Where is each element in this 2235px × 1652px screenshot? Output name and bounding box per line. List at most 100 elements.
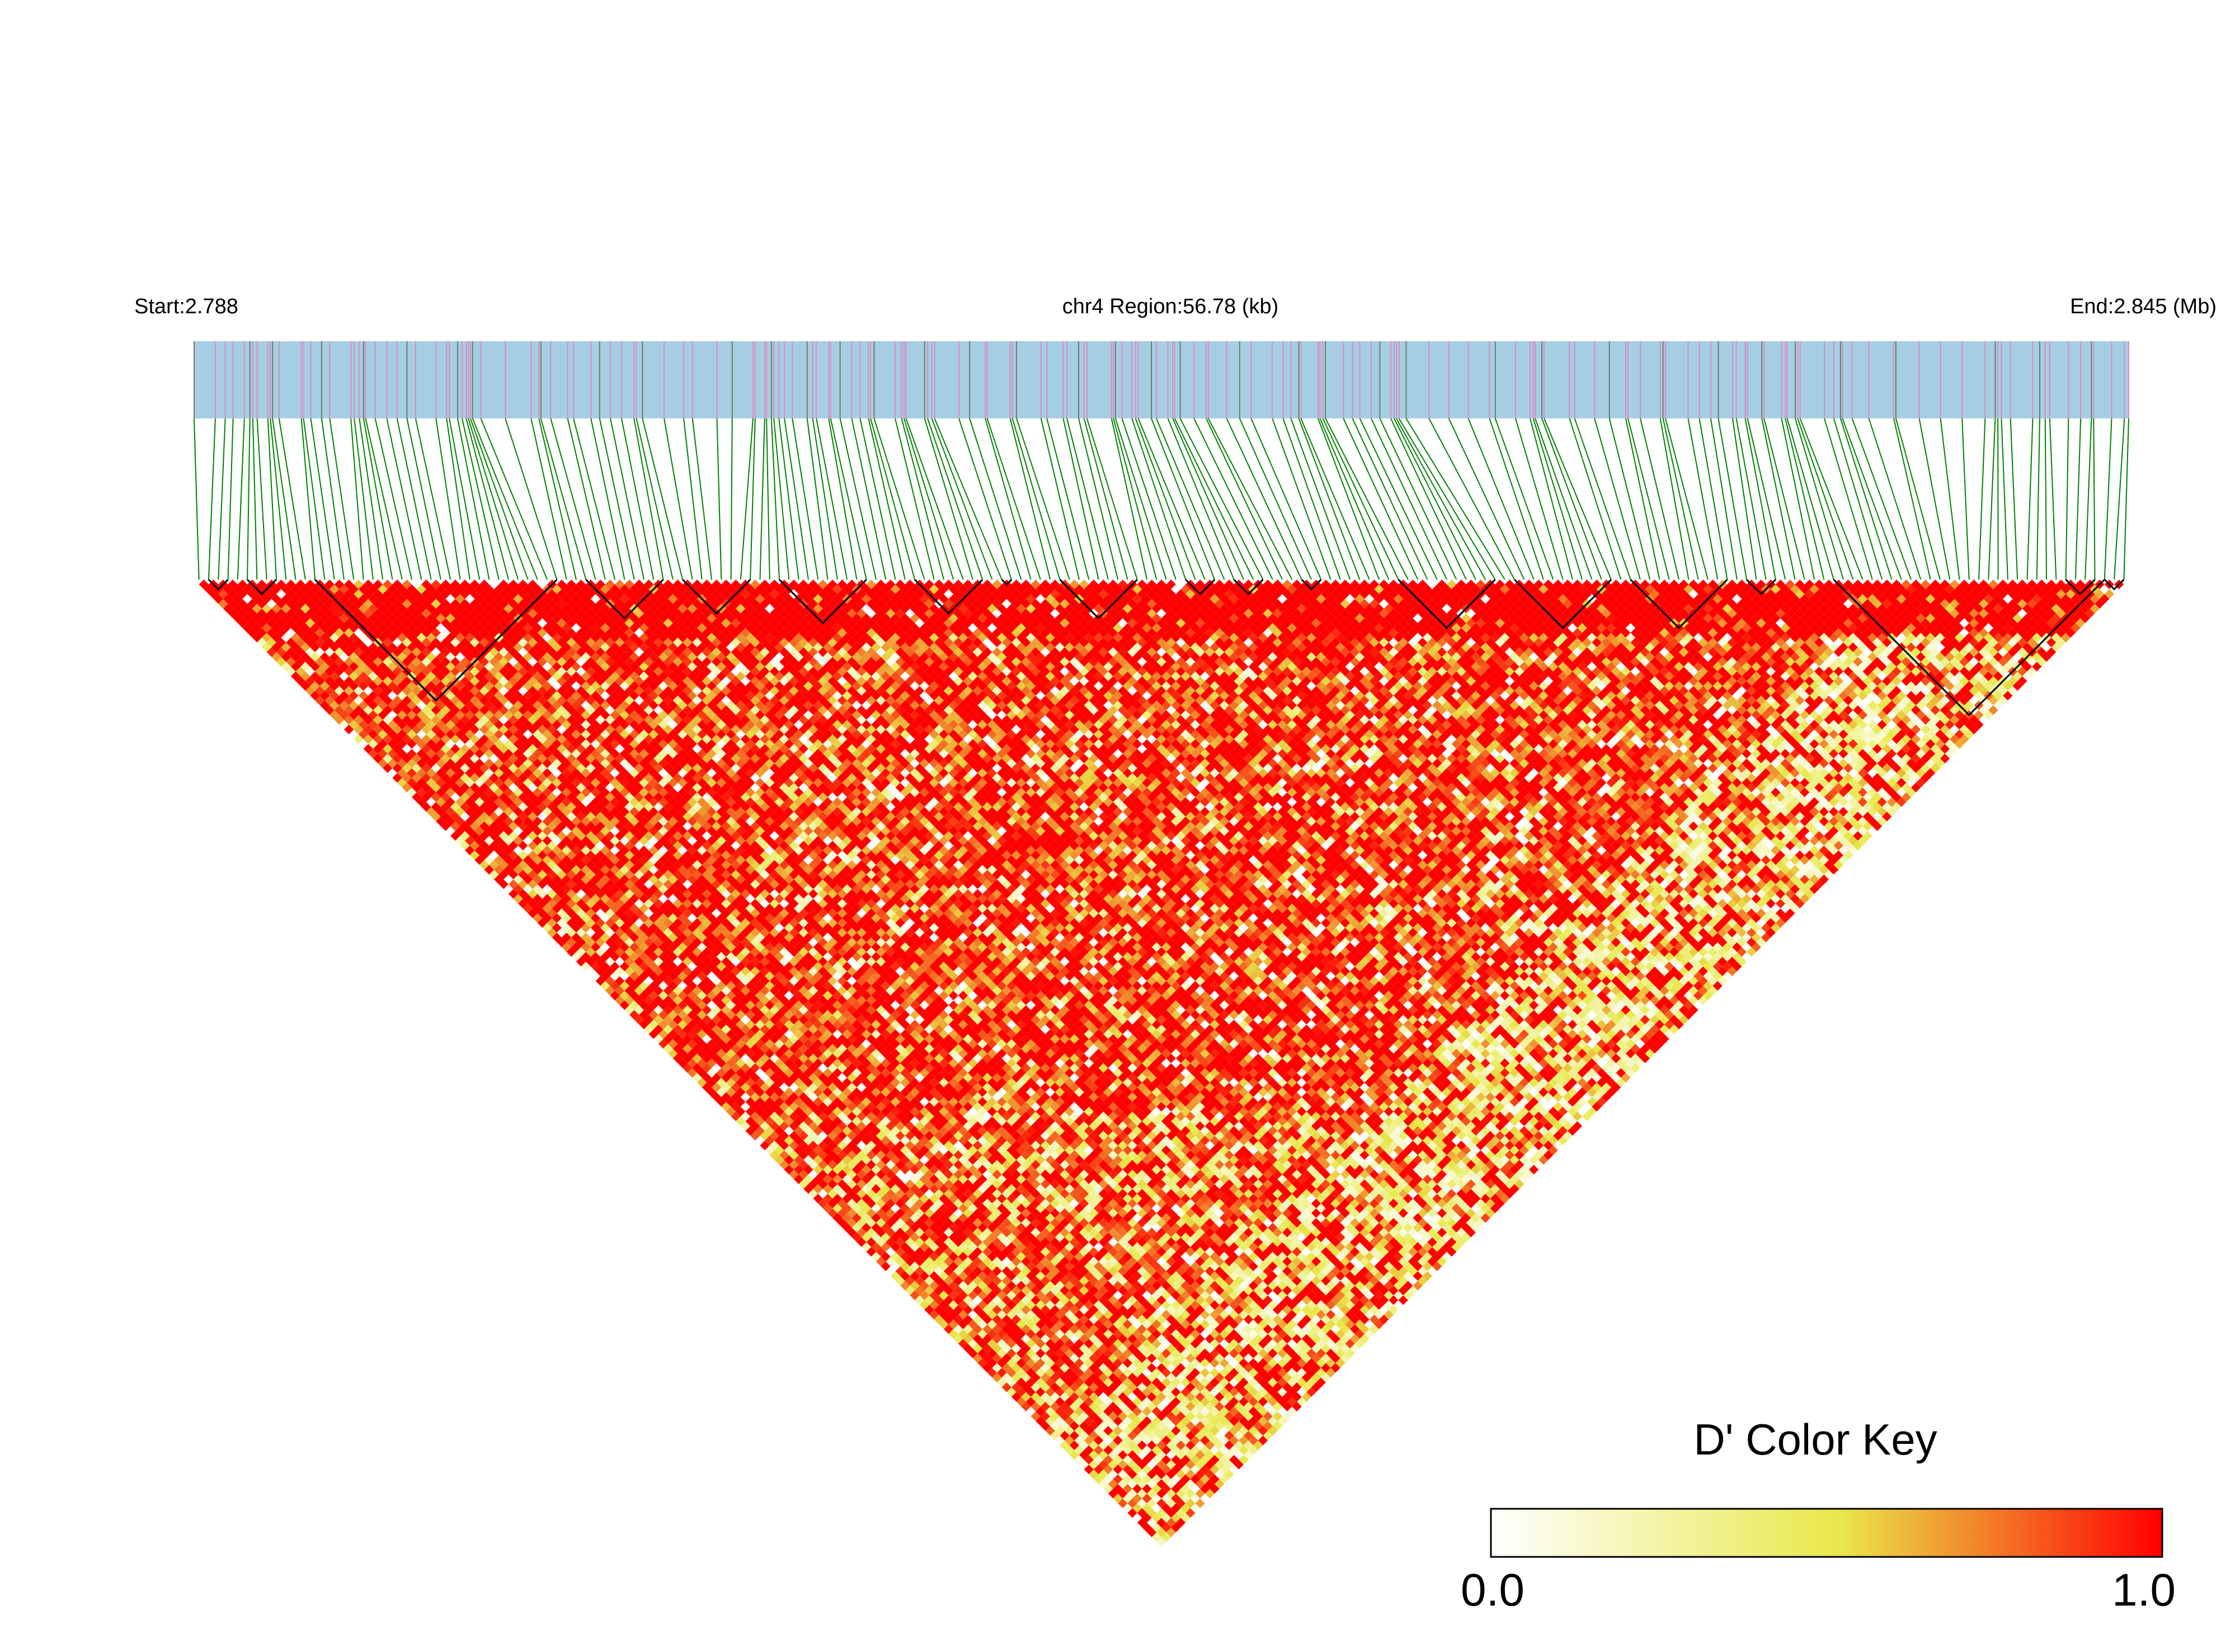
snp-connector [621, 418, 655, 580]
region-start-label: Start:2.788 [134, 295, 238, 318]
ld-cell [204, 584, 214, 594]
track-background [194, 341, 2129, 418]
snp-connector [449, 418, 481, 580]
snp-connector [2065, 418, 2069, 580]
snp-connector [1151, 418, 1216, 580]
ld-cell [344, 715, 354, 725]
snp-connector [1272, 418, 1331, 580]
snp-connector [1405, 418, 1505, 580]
snp-connector [472, 418, 538, 580]
ld-cell [1079, 1460, 1089, 1470]
snp-connector [321, 418, 345, 580]
snp-connector [590, 418, 625, 580]
snp-connector [1179, 418, 1264, 580]
snp-connector [310, 418, 335, 580]
ld-cell [929, 1310, 939, 1320]
snp-connector [1797, 418, 1854, 580]
snp-connector [1121, 418, 1177, 580]
ld-cell [866, 1237, 876, 1248]
snp-connector [839, 418, 877, 580]
snp-connector [1541, 418, 1602, 580]
snp-connector [633, 418, 664, 580]
snp-connector [636, 418, 674, 580]
snp-connector [759, 418, 765, 580]
snp-connector [1343, 418, 1419, 580]
snp-connector [2085, 418, 2092, 580]
snp-connector [740, 418, 754, 580]
snp-connector [1687, 418, 1719, 580]
ld-cell [1108, 1489, 1118, 1499]
snp-connector [218, 418, 226, 580]
snp-connector [1940, 418, 1960, 580]
ld-cell [895, 1266, 905, 1276]
ld-cell [407, 787, 417, 798]
ld-cell [479, 860, 490, 870]
snp-connector [1011, 418, 1061, 580]
snp-connector [691, 418, 713, 580]
snp-connector [465, 418, 509, 580]
snp-connector [1359, 418, 1438, 580]
snp-connector [1015, 418, 1070, 580]
ld-cell [1079, 1450, 1089, 1460]
ld-cell [330, 710, 340, 720]
snp-connector [1868, 418, 1922, 580]
ld-cell [257, 637, 267, 648]
ld-cell [358, 729, 369, 740]
ld-cell [242, 613, 252, 623]
snp-connector [1207, 418, 1293, 580]
ld-cell [344, 724, 354, 735]
snp-connector [870, 418, 916, 580]
snp-position-track [194, 341, 2129, 418]
snp-connector [1763, 418, 1805, 580]
snp-connector [1282, 418, 1341, 580]
snp-connector [1040, 418, 1080, 580]
ld-cell [987, 1358, 997, 1368]
snp-connector [1489, 418, 1544, 580]
ld-cell [837, 1218, 848, 1228]
snp-connector [1842, 418, 1902, 580]
snp-connector [350, 418, 364, 580]
snp-connector [1156, 418, 1225, 580]
ld-cell [392, 773, 402, 783]
ld-cell [513, 884, 523, 894]
ld-cell [687, 1058, 698, 1069]
snp-connector [784, 418, 809, 580]
ld-cell [653, 1024, 664, 1034]
snp-connector [1781, 418, 1815, 580]
ld-cell [745, 1126, 755, 1136]
snp-connector [599, 418, 635, 580]
ld-cell [266, 637, 276, 648]
snp-connector [363, 418, 393, 580]
snp-connector [873, 418, 925, 580]
snp-connector [550, 418, 596, 580]
ld-cell [1050, 1421, 1060, 1431]
snp-connector [812, 418, 838, 580]
ld-cell [315, 695, 325, 705]
snp-connector [1918, 418, 1951, 580]
snp-connector [1325, 418, 1409, 580]
ld-cell [745, 1116, 755, 1126]
ld-cell [436, 807, 446, 817]
snp-connector [851, 418, 887, 580]
ld-cell [300, 671, 310, 681]
ld-cell [228, 599, 238, 609]
snp-connector [538, 418, 577, 580]
snp-connector [859, 418, 896, 580]
ld-cell [716, 1087, 726, 1098]
ld-cell [378, 749, 388, 759]
snp-connector [958, 418, 1012, 580]
snp-connector [252, 418, 258, 580]
snp-connector [1009, 418, 1051, 580]
snp-connector [806, 418, 829, 580]
ld-cell [595, 966, 605, 976]
snp-connector [830, 418, 867, 580]
snp-connector [895, 418, 935, 580]
snp-connector [461, 418, 500, 580]
snp-connector [924, 418, 973, 580]
snp-connector [272, 418, 297, 580]
snp-connector [1467, 418, 1535, 580]
ld-cell [837, 1208, 848, 1218]
snp-connector [1574, 418, 1631, 580]
ld-cell [765, 1145, 775, 1155]
snp-connector [1250, 418, 1322, 580]
